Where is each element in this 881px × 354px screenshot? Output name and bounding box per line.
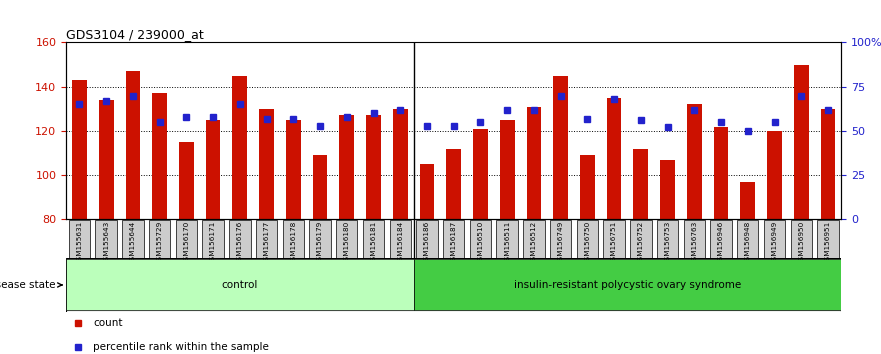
Text: GSM156946: GSM156946: [718, 221, 724, 265]
Bar: [203, 220, 224, 258]
Bar: [607, 98, 621, 219]
Bar: [710, 220, 732, 258]
Bar: [523, 220, 544, 258]
Text: GSM156752: GSM156752: [638, 221, 644, 265]
Bar: [500, 120, 515, 219]
Bar: [255, 220, 278, 258]
Bar: [339, 115, 354, 219]
Text: GSM156181: GSM156181: [371, 221, 376, 265]
Bar: [657, 220, 678, 258]
Bar: [229, 220, 250, 258]
Bar: [206, 120, 220, 219]
Bar: [149, 220, 170, 258]
Text: count: count: [93, 318, 122, 329]
Bar: [389, 220, 411, 258]
Bar: [95, 220, 117, 258]
Bar: [443, 220, 464, 258]
Bar: [577, 220, 598, 258]
Text: insulin-resistant polycystic ovary syndrome: insulin-resistant polycystic ovary syndr…: [514, 280, 741, 290]
Text: disease state: disease state: [0, 280, 62, 290]
Bar: [122, 220, 144, 258]
Bar: [737, 220, 759, 258]
Bar: [126, 71, 140, 219]
Text: GSM155631: GSM155631: [77, 221, 83, 265]
Text: GSM156949: GSM156949: [772, 221, 778, 265]
Bar: [336, 220, 358, 258]
Text: GSM156184: GSM156184: [397, 221, 403, 265]
Text: GSM156177: GSM156177: [263, 221, 270, 265]
Text: GSM156187: GSM156187: [451, 221, 456, 265]
Text: GSM156176: GSM156176: [237, 221, 243, 265]
Bar: [233, 76, 248, 219]
Text: GSM156170: GSM156170: [183, 221, 189, 265]
Text: GSM156749: GSM156749: [558, 221, 564, 265]
Bar: [417, 220, 438, 258]
Bar: [714, 126, 729, 219]
Bar: [447, 149, 461, 219]
Bar: [413, 259, 841, 310]
Bar: [179, 142, 194, 219]
Bar: [366, 115, 381, 219]
Text: GSM155729: GSM155729: [157, 221, 163, 265]
Text: GSM156511: GSM156511: [504, 221, 510, 265]
Text: percentile rank within the sample: percentile rank within the sample: [93, 342, 269, 352]
Bar: [470, 220, 491, 258]
Bar: [790, 220, 812, 258]
Bar: [497, 220, 518, 258]
Bar: [580, 155, 595, 219]
Text: GSM156750: GSM156750: [584, 221, 590, 265]
Text: GSM155643: GSM155643: [103, 221, 109, 265]
Text: GSM156950: GSM156950: [798, 221, 804, 265]
Text: GSM156763: GSM156763: [692, 221, 698, 265]
Bar: [687, 104, 701, 219]
Bar: [283, 220, 304, 258]
Bar: [419, 164, 434, 219]
Bar: [820, 109, 835, 219]
Bar: [393, 109, 408, 219]
Text: GDS3104 / 239000_at: GDS3104 / 239000_at: [66, 28, 204, 41]
Text: GSM156178: GSM156178: [291, 221, 296, 265]
Bar: [550, 220, 572, 258]
Bar: [818, 220, 839, 258]
Bar: [553, 76, 568, 219]
Bar: [286, 120, 300, 219]
Bar: [72, 80, 87, 219]
Text: GSM156171: GSM156171: [210, 221, 216, 265]
Text: GSM156951: GSM156951: [825, 221, 831, 265]
Text: control: control: [222, 280, 258, 290]
Bar: [363, 220, 384, 258]
Bar: [603, 220, 625, 258]
Text: GSM156751: GSM156751: [611, 221, 617, 265]
Bar: [259, 109, 274, 219]
Text: GSM156510: GSM156510: [478, 221, 484, 265]
Text: GSM156180: GSM156180: [344, 221, 350, 265]
Bar: [69, 220, 90, 258]
Text: GSM156753: GSM156753: [664, 221, 670, 265]
Bar: [684, 220, 705, 258]
Bar: [309, 220, 330, 258]
Bar: [66, 259, 413, 310]
Bar: [152, 93, 167, 219]
Bar: [767, 131, 781, 219]
Bar: [764, 220, 785, 258]
Bar: [313, 155, 328, 219]
Bar: [633, 149, 648, 219]
Bar: [527, 107, 541, 219]
Bar: [473, 129, 488, 219]
Text: GSM156179: GSM156179: [317, 221, 323, 265]
Bar: [175, 220, 197, 258]
Text: GSM155644: GSM155644: [130, 221, 136, 265]
Bar: [660, 160, 675, 219]
Text: GSM156512: GSM156512: [531, 221, 537, 265]
Bar: [99, 100, 114, 219]
Text: GSM156948: GSM156948: [744, 221, 751, 265]
Bar: [740, 182, 755, 219]
Bar: [630, 220, 652, 258]
Bar: [794, 64, 809, 219]
Text: GSM156186: GSM156186: [424, 221, 430, 265]
